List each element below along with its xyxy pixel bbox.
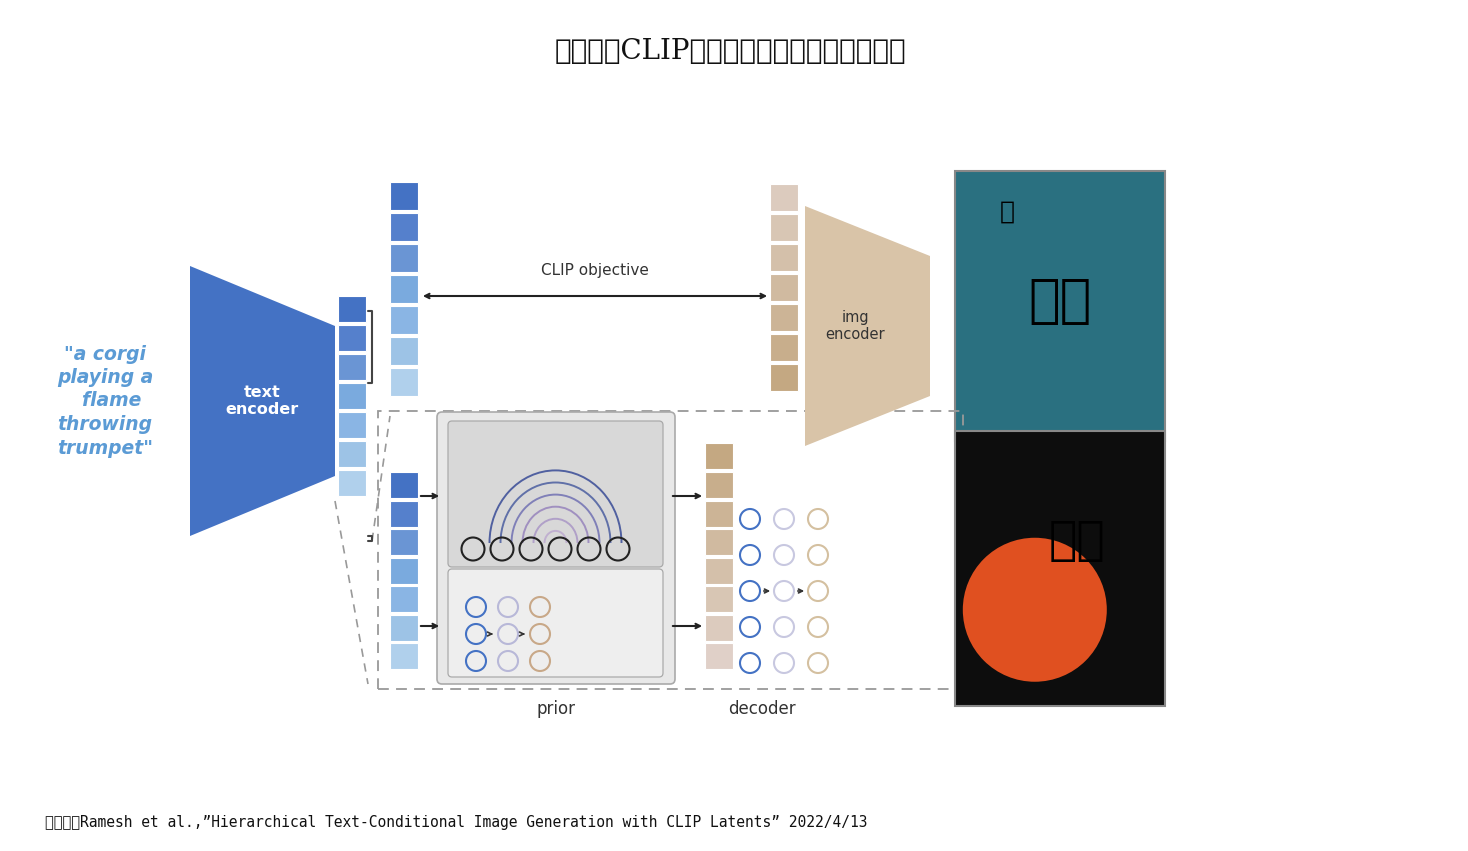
Bar [705,529,733,555]
Bar [338,441,366,467]
Bar [771,244,799,271]
Bar [390,472,418,498]
Circle shape [963,538,1107,682]
Bar [705,557,733,584]
Bar [390,614,418,641]
Polygon shape [804,206,931,446]
Bar [390,275,418,303]
Bar [390,244,418,272]
Bar [771,334,799,361]
Bar [377,411,963,689]
FancyBboxPatch shape [437,412,675,684]
Text: prior: prior [536,700,575,718]
Bar [338,296,366,322]
Bar [956,171,1166,441]
Bar [771,364,799,391]
Bar [390,306,418,334]
Text: 図表３　CLIPモデルによる画像生成の流れ: 図表３ CLIPモデルによる画像生成の流れ [555,37,906,65]
Bar [705,500,733,527]
Bar [771,274,799,301]
FancyBboxPatch shape [448,569,664,677]
Bar [705,614,733,641]
Text: "a corgi
playing a
  flame
throwing
trumpet": "a corgi playing a flame throwing trumpe… [57,345,153,458]
Bar [390,557,418,584]
Text: 🐕🎺: 🐕🎺 [1029,275,1092,327]
Bar [338,412,366,438]
Text: （資料）Ramesh et al.,”Hierarchical Text-Conditional Image Generation with CLIP Late: （資料）Ramesh et al.,”Hierarchical Text-Con… [46,815,868,831]
Text: ✨: ✨ [1000,199,1014,224]
Bar [390,643,418,669]
Bar [771,214,799,241]
Bar [338,470,366,496]
FancyBboxPatch shape [448,421,664,567]
Text: 🐕🎺: 🐕🎺 [1048,518,1105,563]
Bar [705,586,733,612]
Bar [705,443,733,470]
Bar [390,182,418,210]
Text: CLIP objective: CLIP objective [542,263,649,278]
Text: decoder: decoder [728,700,796,718]
Bar [390,529,418,555]
Bar [390,213,418,241]
Bar [705,643,733,669]
Bar [338,354,366,380]
Bar [956,431,1166,706]
Bar [390,500,418,527]
Bar [338,325,366,351]
Bar [771,304,799,331]
Bar [390,586,418,612]
Bar [771,184,799,211]
Bar [338,383,366,409]
Polygon shape [189,266,335,536]
Bar [390,337,418,365]
Bar [390,368,418,396]
Text: text
encoder: text encoder [226,385,298,417]
Bar [705,472,733,498]
Text: img
encoder: img encoder [825,310,885,342]
